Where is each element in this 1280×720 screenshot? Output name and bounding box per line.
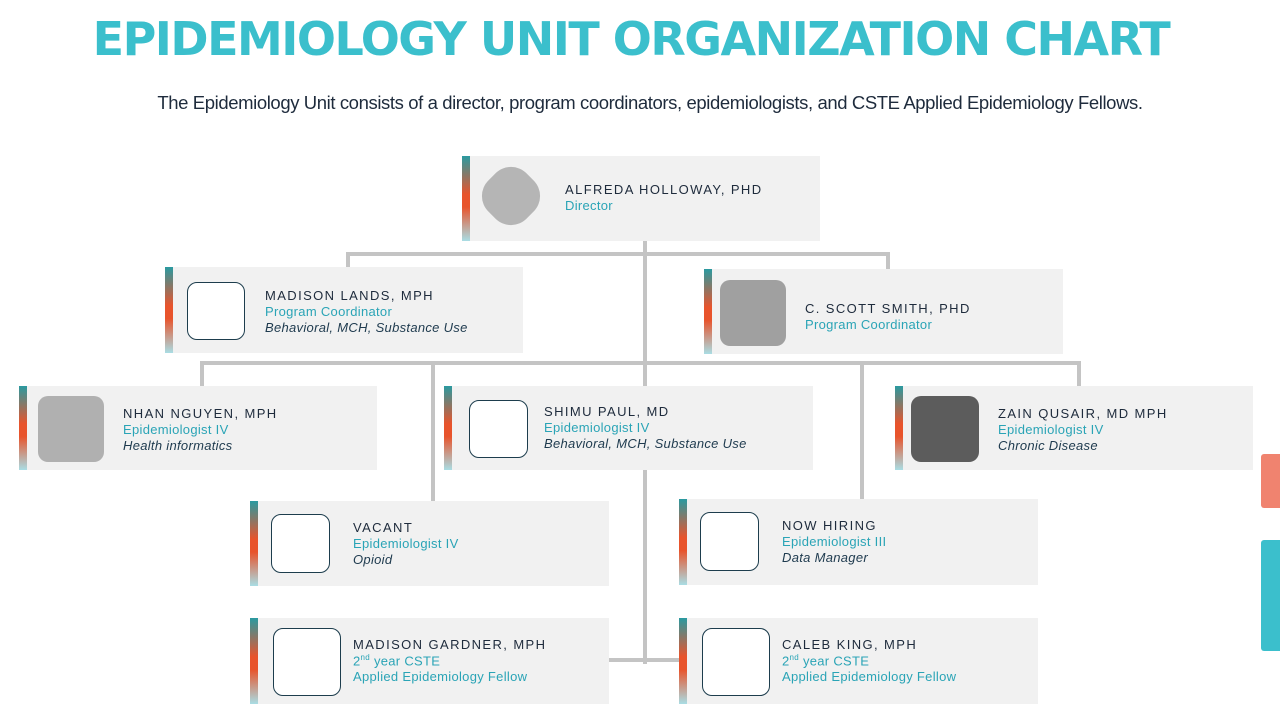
card-accent — [165, 267, 173, 353]
director-card[interactable]: ALFREDA HOLLOWAY, PHD Director — [462, 156, 820, 241]
connector-coord-right-drop — [886, 252, 890, 270]
card-accent — [250, 501, 258, 586]
epidemiologist-paul-name: SHIMU PAUL, MD — [544, 404, 670, 419]
empty-photo-frame — [271, 514, 330, 573]
side-tab-orange[interactable] — [1261, 454, 1280, 508]
connector-qusair-drop — [1077, 361, 1081, 387]
connector-hiring-drop — [860, 361, 864, 500]
fellow-gardner-name: MADISON GARDNER, MPH — [353, 637, 547, 652]
card-accent — [444, 386, 452, 470]
epidemiologist-nguyen-card[interactable]: NHAN NGUYEN, MPH Epidemiologist IV Healt… — [19, 386, 377, 470]
empty-photo-frame — [187, 282, 245, 340]
page-title: EPIDEMIOLOGY UNIT ORGANIZATION CHART — [92, 12, 1171, 66]
coordinator-smith-name: C. SCOTT SMITH, PHD — [805, 301, 971, 316]
card-accent — [704, 269, 712, 354]
fellow-gardner-program: year CSTE — [370, 653, 441, 669]
vacant-position-area: Opioid — [353, 552, 393, 567]
epidemiologist-qusair-area: Chronic Disease — [998, 438, 1098, 453]
page-subtitle: The Epidemiology Unit consists of a dire… — [157, 92, 1143, 113]
epidemiologist-qusair-name: ZAIN QUSAIR, MD MPH — [998, 406, 1168, 421]
coordinator-lands-name: MADISON LANDS, MPH — [265, 288, 434, 303]
epidemiologist-paul-role: Epidemiologist IV — [544, 420, 650, 435]
connector-coord-bar — [346, 252, 890, 256]
now-hiring-area: Data Manager — [782, 550, 868, 565]
coordinator-smith-card[interactable]: C. SCOTT SMITH, PHD Program Coordinator — [704, 269, 1063, 354]
director-portrait-photo — [472, 157, 550, 235]
fellow-gardner-role: 2nd year CSTE — [353, 653, 440, 668]
coordinator-smith-role: Program Coordinator — [805, 317, 933, 332]
card-accent — [19, 386, 27, 470]
fellow-king-area: Applied Epidemiology Fellow — [782, 669, 957, 684]
fellow-king-card[interactable]: CALEB KING, MPH 2nd year CSTE Applied Ep… — [679, 618, 1038, 704]
director-name: ALFREDA HOLLOWAY, PHD — [565, 182, 763, 197]
fellow-king-program: year CSTE — [799, 653, 870, 669]
vacant-position-card[interactable]: VACANT Epidemiologist IV Opioid — [250, 501, 609, 586]
epidemiologist-qusair-role: Epidemiologist IV — [998, 422, 1104, 437]
card-accent — [679, 499, 687, 585]
fellow-gardner-area: Applied Epidemiology Fellow — [353, 669, 528, 684]
ordinal-suffix: nd — [789, 653, 800, 662]
card-accent — [895, 386, 903, 470]
now-hiring-name: NOW HIRING — [782, 518, 877, 533]
epidemiologist-nguyen-portrait-photo — [38, 396, 104, 462]
connector-fellow-bar — [606, 658, 682, 662]
connector-vacant-drop — [431, 361, 435, 501]
coordinator-lands-card[interactable]: MADISON LANDS, MPH Program Coordinator B… — [165, 267, 523, 353]
empty-photo-frame — [273, 628, 341, 696]
vacant-position-role: Epidemiologist IV — [353, 536, 459, 551]
fellow-king-name: CALEB KING, MPH — [782, 637, 918, 652]
empty-photo-frame — [700, 512, 759, 571]
card-accent — [679, 618, 687, 704]
side-tab-teal[interactable] — [1261, 540, 1280, 651]
card-accent — [462, 156, 470, 241]
epidemiologist-nguyen-role: Epidemiologist IV — [123, 422, 229, 437]
epidemiologist-nguyen-name: NHAN NGUYEN, MPH — [123, 406, 278, 421]
coordinator-lands-role: Program Coordinator — [265, 304, 393, 319]
now-hiring-card[interactable]: NOW HIRING Epidemiologist III Data Manag… — [679, 499, 1038, 585]
fellow-king-role: 2nd year CSTE — [782, 653, 869, 668]
fellow-king-year: 2 — [782, 653, 790, 669]
connector-nguyen-drop — [200, 361, 204, 387]
connector-epi-bar — [200, 361, 1081, 365]
coordinator-smith-portrait-photo — [720, 280, 786, 346]
fellow-gardner-year: 2 — [353, 653, 361, 669]
vacant-position-name: VACANT — [353, 520, 414, 535]
empty-photo-frame — [469, 400, 528, 458]
connector-coord-left-drop — [346, 252, 350, 268]
epidemiologist-nguyen-area: Health informatics — [123, 438, 233, 453]
coordinator-lands-area: Behavioral, MCH, Substance Use — [265, 320, 468, 335]
card-accent — [250, 618, 258, 704]
fellow-gardner-card[interactable]: MADISON GARDNER, MPH 2nd year CSTE Appli… — [250, 618, 609, 704]
epidemiologist-paul-card[interactable]: SHIMU PAUL, MD Epidemiologist IV Behavio… — [444, 386, 813, 470]
epidemiologist-paul-area: Behavioral, MCH, Substance Use — [544, 436, 747, 451]
empty-photo-frame — [702, 628, 770, 696]
epidemiologist-qusair-portrait-photo — [911, 396, 979, 462]
epidemiologist-qusair-card[interactable]: ZAIN QUSAIR, MD MPH Epidemiologist IV Ch… — [895, 386, 1253, 470]
now-hiring-role: Epidemiologist III — [782, 534, 887, 549]
ordinal-suffix: nd — [360, 653, 371, 662]
director-role: Director — [565, 198, 613, 213]
